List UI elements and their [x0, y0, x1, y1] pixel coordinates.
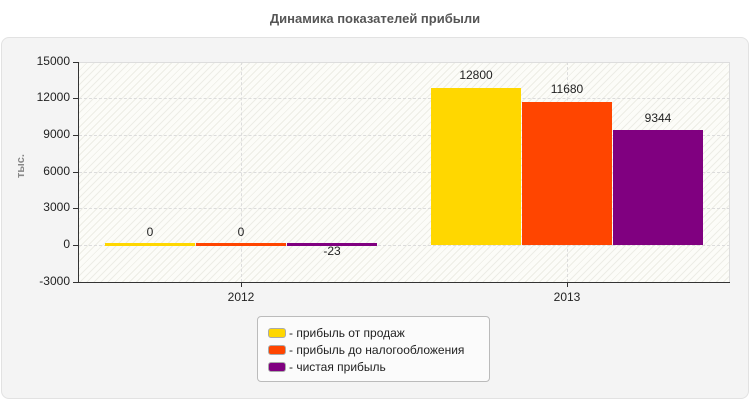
gridline-2012: [241, 62, 242, 282]
x-axis: [78, 282, 730, 283]
legend-label: - прибыль от продаж: [289, 326, 405, 340]
y-tick: [73, 172, 78, 173]
y-tick: [73, 62, 78, 63]
bar-value-label: 12800: [459, 68, 493, 82]
y-tick: [73, 135, 78, 136]
bar-value-label: -23: [323, 244, 341, 258]
legend-swatch-icon: [268, 362, 286, 372]
bar-value-label: 11680: [550, 82, 584, 96]
bar-2013-pretax-profit[interactable]: [522, 102, 612, 245]
y-axis: [78, 62, 79, 282]
bar-2012-pretax-profit[interactable]: [196, 243, 286, 246]
y-tick: [73, 98, 78, 99]
legend-label: - прибыль до налогообложения: [289, 343, 465, 357]
y-tick: [73, 282, 78, 283]
x-tick: [567, 282, 568, 287]
gridline-9000: [79, 135, 730, 136]
gridline-12000: [79, 98, 730, 99]
bar-2013-sales-profit[interactable]: [431, 88, 521, 245]
y-tick-label: 12000: [36, 90, 70, 104]
x-tick-label: 2013: [553, 290, 581, 304]
bar-2013-net-profit[interactable]: [613, 130, 703, 245]
x-tick-label: 2012: [227, 290, 255, 304]
y-axis-title: тыс.: [15, 154, 27, 178]
y-tick-label: -3000: [39, 274, 70, 288]
legend-swatch-icon: [268, 345, 286, 355]
bar-value-label: 0: [146, 225, 154, 239]
legend-item-net-profit[interactable]: - чистая прибыль: [268, 360, 386, 374]
legend-item-sales-profit[interactable]: - прибыль от продаж: [268, 326, 405, 340]
y-tick-label: 0: [63, 237, 70, 251]
chart-title: Динамика показателей прибыли: [269, 11, 481, 26]
y-tick-label: 6000: [43, 164, 70, 178]
bar-value-label: 9344: [644, 111, 672, 125]
y-tick-label: 9000: [43, 127, 70, 141]
legend-label: - чистая прибыль: [289, 360, 386, 374]
gridline-6000: [79, 172, 730, 173]
legend-item-pretax-profit[interactable]: - прибыль до налогообложения: [268, 343, 464, 357]
y-tick: [73, 245, 78, 246]
bar-2012-sales-profit[interactable]: [105, 243, 195, 246]
bar-2012-net-profit[interactable]: [287, 243, 377, 246]
y-tick-label: 15000: [36, 54, 70, 68]
x-tick: [241, 282, 242, 287]
legend: - прибыль от продаж - прибыль до налогоо…: [257, 316, 490, 382]
gridline-0: [79, 245, 730, 246]
bar-value-label: 0: [237, 225, 245, 239]
gridline-3000: [79, 208, 730, 209]
y-tick: [73, 208, 78, 209]
y-tick-label: 3000: [43, 200, 70, 214]
legend-swatch-icon: [268, 328, 286, 338]
